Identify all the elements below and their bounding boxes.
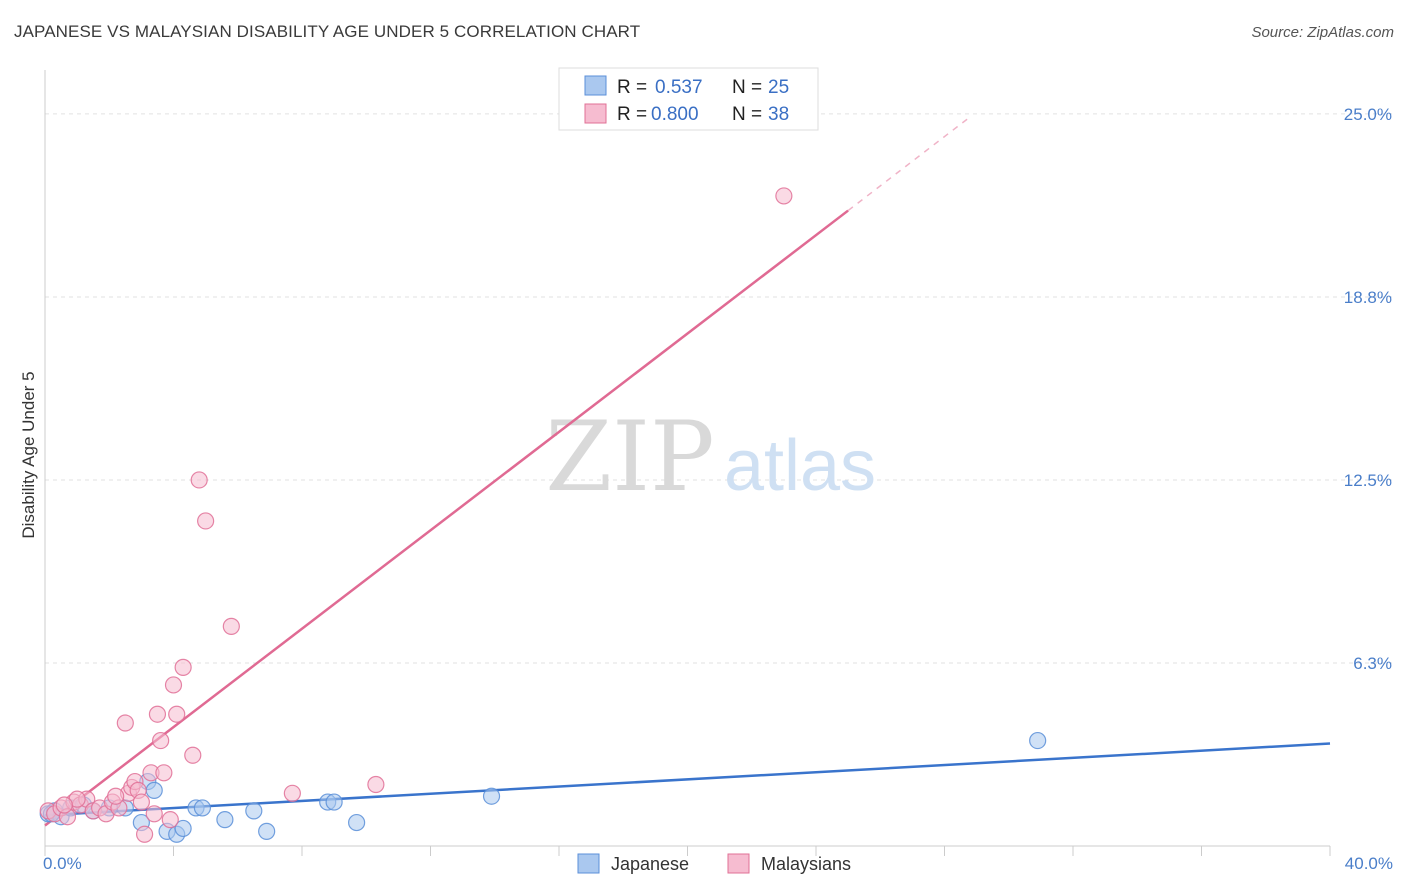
bottom-legend-swatch-malaysian: [727, 853, 750, 874]
chart-title: JAPANESE VS MALAYSIAN DISABILITY AGE UND…: [14, 22, 641, 41]
point-malaysian: [168, 705, 186, 723]
legend-r-label-japanese: R =: [617, 77, 647, 98]
trend-lines: [44, 116, 1331, 827]
watermark: ZIP atlas: [545, 401, 876, 513]
point-japanese: [348, 813, 366, 832]
bottom-legend-japanese: Japanese: [611, 854, 689, 874]
legend-r-label-malaysian: R =: [617, 104, 647, 125]
point-malaysian: [148, 705, 167, 723]
point-malaysian: [116, 714, 134, 732]
point-malaysian: [135, 825, 154, 843]
point-japanese: [325, 793, 343, 811]
point-malaysian: [222, 617, 240, 635]
point-japanese: [1029, 731, 1047, 750]
y-tick-label: 18.8%: [1344, 288, 1392, 307]
point-japanese: [245, 802, 263, 820]
data-points: [39, 187, 1047, 843]
point-malaysian: [161, 811, 179, 829]
watermark-atlas: atlas: [724, 426, 876, 506]
point-japanese: [145, 781, 163, 799]
axes: [44, 70, 1331, 856]
point-malaysian: [155, 764, 173, 782]
point-malaysian: [367, 775, 385, 794]
point-malaysian: [184, 746, 202, 764]
series-legend: Japanese Malaysians: [577, 853, 851, 874]
point-malaysian: [164, 676, 183, 694]
bottom-legend-swatch-japanese: [577, 853, 600, 874]
legend-swatch-malaysian: [584, 103, 607, 124]
legend-swatch-japanese: [584, 75, 607, 96]
legend-r-value-japanese: 0.537: [655, 77, 703, 98]
y-axis-title: Disability Age Under 5: [19, 371, 38, 538]
legend-n-label-japanese: N =: [732, 77, 762, 98]
trend-line-japanese: [44, 742, 1331, 817]
y-tick-label: 6.3%: [1353, 654, 1392, 673]
x-tick-label-min: 0.0%: [43, 854, 82, 873]
point-malaysian: [174, 658, 192, 676]
point-japanese: [482, 787, 501, 805]
point-malaysian: [145, 805, 163, 823]
legend-n-value-malaysian: 38: [768, 104, 789, 125]
grid-lines: [45, 113, 1392, 664]
trend-line-malaysian: [44, 209, 849, 827]
point-japanese: [216, 811, 234, 829]
watermark-zip: ZIP: [545, 401, 714, 513]
point-malaysian: [55, 796, 73, 814]
point-japanese: [193, 799, 212, 817]
point-malaysian: [197, 512, 215, 530]
legend-n-value-japanese: 25: [768, 77, 789, 98]
legend-n-label-malaysian: N =: [732, 104, 762, 125]
point-malaysian: [190, 471, 208, 489]
point-malaysian: [283, 784, 301, 802]
legend-r-value-malaysian: 0.800: [651, 104, 699, 125]
y-tick-label: 12.5%: [1344, 471, 1392, 490]
tick-labels: 6.3% 12.5% 18.8% 25.0% 0.0% 40.0%: [43, 105, 1393, 873]
x-tick-label-max: 40.0%: [1345, 854, 1393, 873]
point-malaysian: [132, 793, 150, 811]
point-malaysian: [775, 187, 793, 205]
stats-legend: R = 0.537 N = 25 R = 0.800 N = 38: [558, 67, 819, 131]
source-label: Source: ZipAtlas.com: [1251, 24, 1394, 41]
trend-line-malaysian-extension: [847, 116, 971, 212]
bottom-legend-malaysians: Malaysians: [761, 854, 851, 874]
point-malaysian: [107, 787, 125, 805]
point-malaysian: [152, 731, 170, 750]
point-japanese: [258, 822, 276, 840]
y-tick-label: 25.0%: [1344, 105, 1392, 124]
point-japanese: [174, 819, 192, 838]
